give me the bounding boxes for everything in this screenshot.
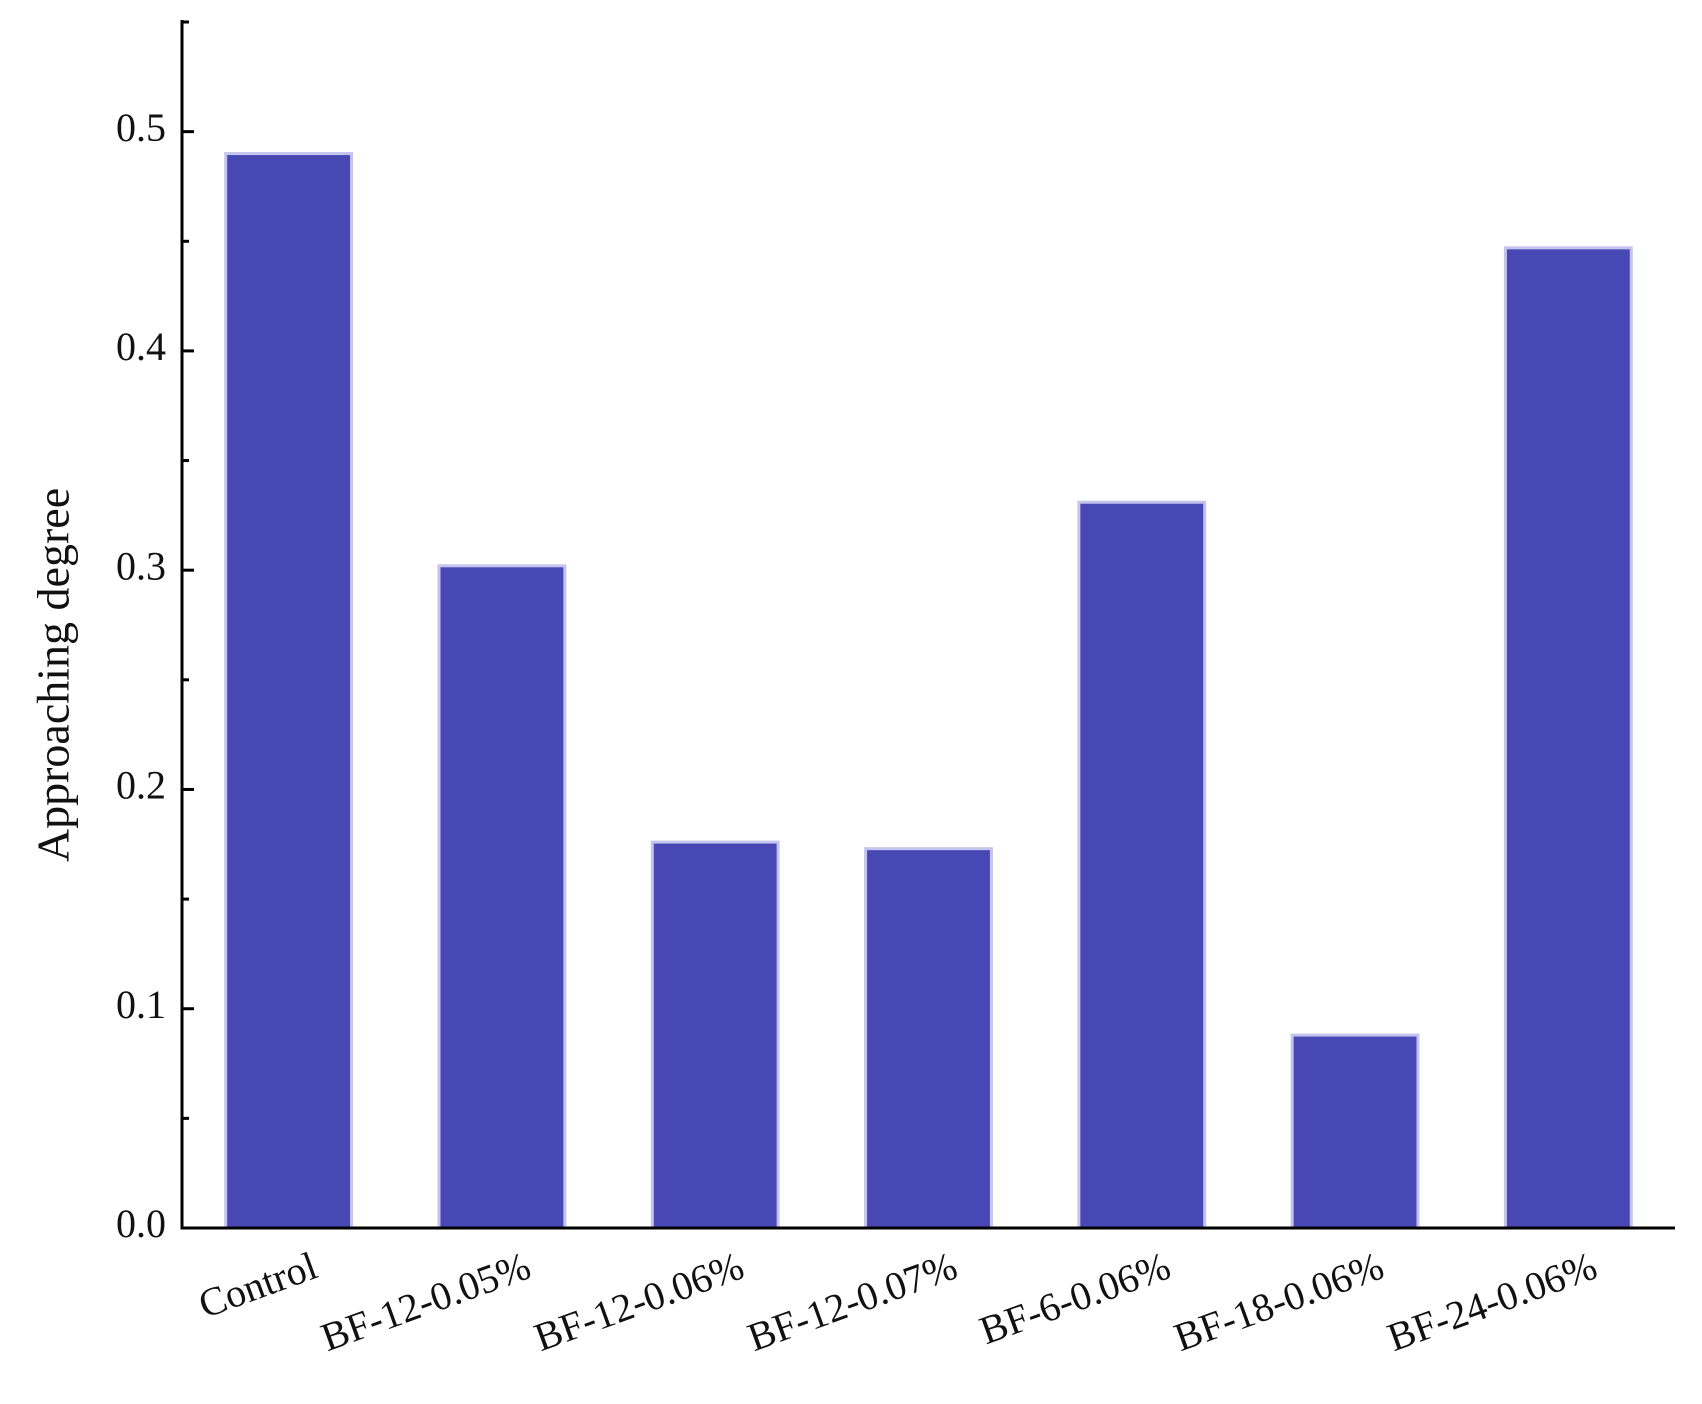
bar [224,152,354,1230]
bar [1077,500,1207,1230]
x-tick-label: BF-6-0.06% [974,1243,1176,1353]
x-tick-label: BF-12-0.06% [528,1243,749,1360]
x-tick-label: BF-12-0.05% [315,1243,536,1360]
x-tick-label: BF-18-0.06% [1168,1243,1389,1360]
y-tick-label: 0.4 [116,324,166,369]
y-tick-label: 0.3 [116,543,166,588]
x-tick-label: BF-24-0.06% [1381,1243,1602,1360]
y-tick-label: 0.2 [116,763,166,808]
y-axis-label: Approaching degree [28,488,79,862]
y-tick-label: 0.1 [116,982,166,1027]
bar [437,564,567,1230]
x-tick-label: Control [193,1243,323,1327]
y-tick-label: 0.0 [116,1201,166,1246]
bar [864,847,993,1230]
x-tick-label: BF-12-0.07% [742,1243,963,1360]
bar [1503,246,1633,1230]
y-tick-label: 0.5 [116,105,166,150]
bar [650,840,780,1230]
bar [1290,1033,1420,1230]
